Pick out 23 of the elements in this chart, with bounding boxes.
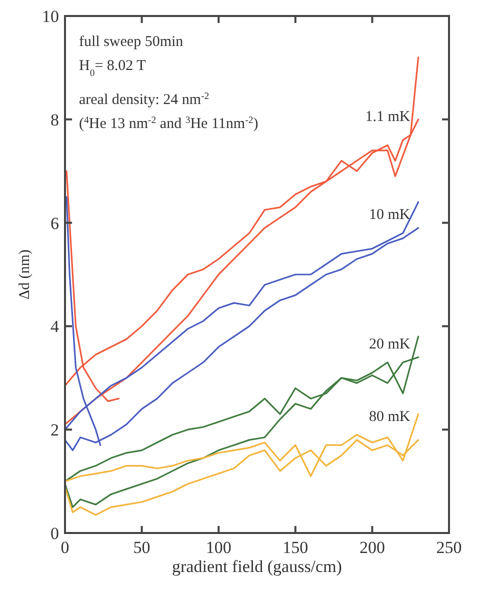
x-tick-label: 50 <box>133 538 150 557</box>
series-label: 20 mK <box>369 336 410 352</box>
y-tick-label: 2 <box>50 420 59 440</box>
y-tick-label: 10 <box>42 6 59 26</box>
y-tick-label: 4 <box>50 317 60 336</box>
line-series <box>65 56 420 426</box>
line-series <box>65 336 420 508</box>
series-label: 80 mK <box>369 408 410 425</box>
x-tick-label: 150 <box>282 538 308 557</box>
x-tick-label: 200 <box>359 538 385 557</box>
y-tick-label: 6 <box>50 214 59 233</box>
y-axis-title: Δd (nm) <box>17 249 33 300</box>
annotation: areal density: 24 nm$^{-2}$ <box>79 90 210 108</box>
x-tick-label: 250 <box>436 538 462 557</box>
y-tick-label: 8 <box>50 110 59 130</box>
text: ($^{4}$He 13 nm$^{-2}$ and $^{3}$He 11nm$^{-2}$) <box>79 114 258 132</box>
annotation: H$_{0}$= 8.02 T <box>79 58 146 78</box>
y-tick-label: 0 <box>50 524 59 543</box>
series-label: 10 mK <box>369 207 410 224</box>
x-tick-label: 100 <box>206 538 232 557</box>
annotation: full sweep 50min <box>79 34 184 50</box>
series-label: 1.1 mK <box>365 108 410 125</box>
x-axis-title: gradient field (gauss/cm) <box>172 557 342 576</box>
